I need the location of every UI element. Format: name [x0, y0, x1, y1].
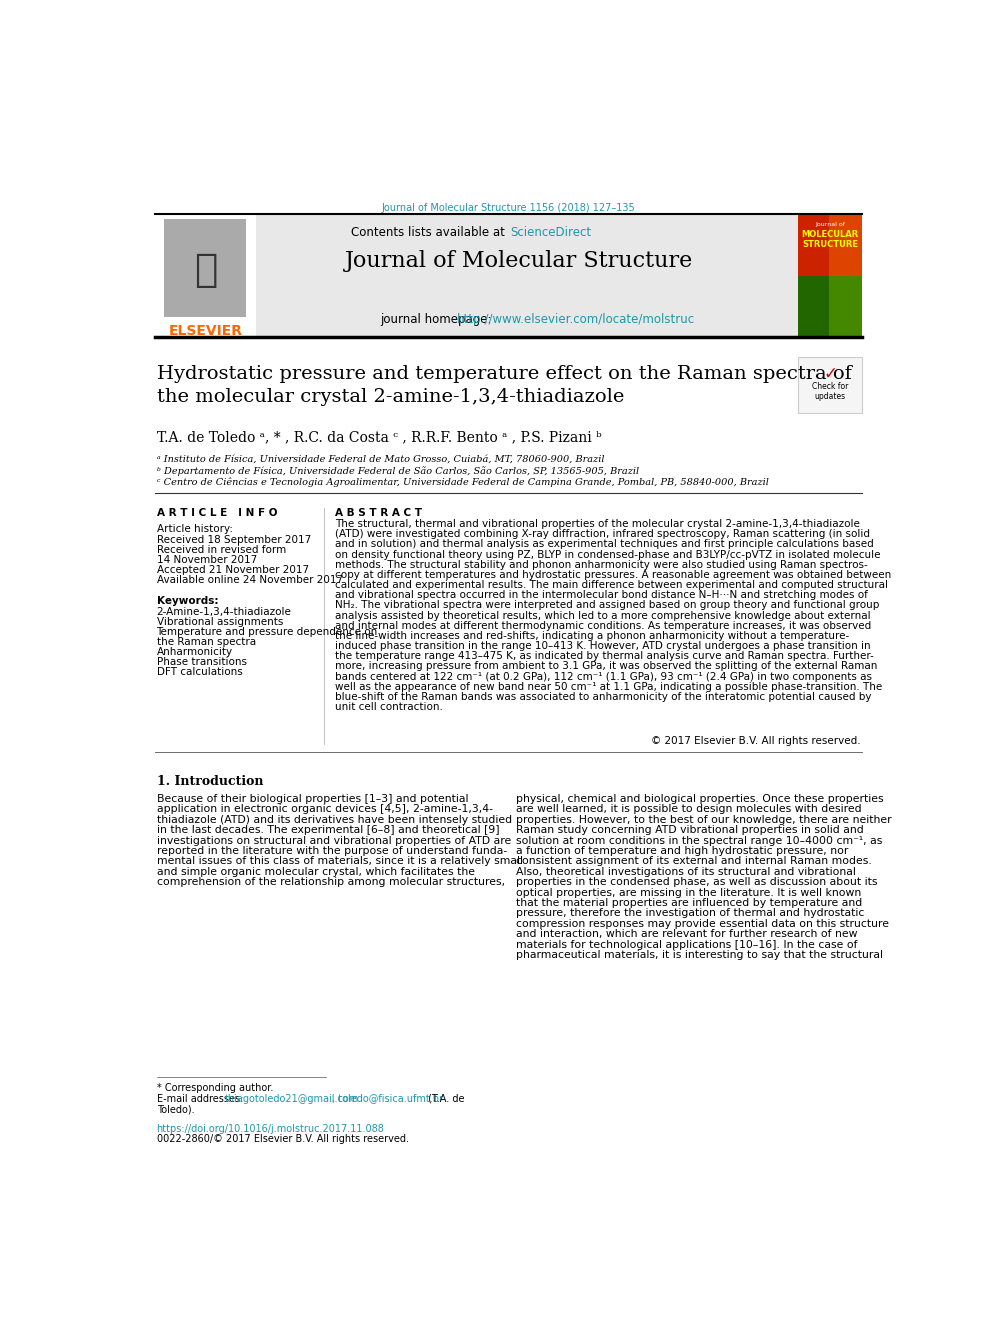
Text: the Raman spectra: the Raman spectra — [157, 636, 256, 647]
Text: MOLECULAR
STRUCTURE: MOLECULAR STRUCTURE — [802, 230, 859, 249]
Text: application in electronic organic devices [4,5], 2-amine-1,3,4-: application in electronic organic device… — [157, 804, 493, 815]
Text: induced phase transition in the range 10–413 K. However, ATD crystal undergoes a: induced phase transition in the range 10… — [335, 642, 870, 651]
Text: DFT calculations: DFT calculations — [157, 667, 242, 677]
Bar — [165, 218, 246, 316]
Text: Phase transitions: Phase transitions — [157, 658, 247, 667]
Text: Available online 24 November 2017: Available online 24 November 2017 — [157, 576, 342, 585]
Text: The structural, thermal and vibrational properties of the molecular crystal 2-am: The structural, thermal and vibrational … — [335, 519, 860, 529]
Text: Accepted 21 November 2017: Accepted 21 November 2017 — [157, 565, 309, 576]
Text: Received 18 September 2017: Received 18 September 2017 — [157, 534, 310, 545]
Bar — [799, 214, 862, 337]
Text: the temperature range 413–475 K, as indicated by thermal analysis curve and Rama: the temperature range 413–475 K, as indi… — [335, 651, 874, 662]
Text: pharmaceutical materials, it is interesting to say that the structural: pharmaceutical materials, it is interest… — [516, 950, 883, 960]
Text: Check for
updates: Check for updates — [811, 382, 848, 401]
Text: properties in the condensed phase, as well as discussion about its: properties in the condensed phase, as we… — [516, 877, 878, 888]
Text: 0022-2860/© 2017 Elsevier B.V. All rights reserved.: 0022-2860/© 2017 Elsevier B.V. All right… — [157, 1134, 409, 1144]
Text: (T.A. de: (T.A. de — [425, 1094, 464, 1103]
Text: Contents lists available at: Contents lists available at — [351, 226, 509, 238]
Text: and vibrational spectra occurred in the intermolecular bond distance N–H···N and: and vibrational spectra occurred in the … — [335, 590, 868, 601]
Text: ᵇ Departamento de Física, Universidade Federal de São Carlos, São Carlos, SP, 13: ᵇ Departamento de Física, Universidade F… — [157, 466, 639, 476]
Text: (ATD) were investigated combining X-ray diffraction, infrared spectroscopy, Rama: (ATD) were investigated combining X-ray … — [335, 529, 870, 540]
Text: © 2017 Elsevier B.V. All rights reserved.: © 2017 Elsevier B.V. All rights reserved… — [651, 737, 860, 746]
Text: physical, chemical and biological properties. Once these properties: physical, chemical and biological proper… — [516, 794, 884, 804]
Text: Anharmonicity: Anharmonicity — [157, 647, 233, 658]
Text: ᵃ Instituto de Física, Universidade Federal de Mato Grosso, Cuiabá, MT, 78060-90: ᵃ Instituto de Física, Universidade Fede… — [157, 454, 604, 463]
Bar — [256, 214, 799, 337]
Text: on density functional theory using PZ, BLYP in condensed-phase and B3LYP/cc-pVTZ: on density functional theory using PZ, B… — [335, 549, 880, 560]
Text: solution at room conditions in the spectral range 10–4000 cm⁻¹, as: solution at room conditions in the spect… — [516, 836, 883, 845]
Text: T.A. de Toledo ᵃ, * , R.C. da Costa ᶜ , R.R.F. Bento ᵃ , P.S. Pizani ᵇ: T.A. de Toledo ᵃ, * , R.C. da Costa ᶜ , … — [157, 430, 601, 443]
Text: bands centered at 122 cm⁻¹ (at 0.2 GPa), 112 cm⁻¹ (1.1 GPa), 93 cm⁻¹ (2.4 GPa) i: bands centered at 122 cm⁻¹ (at 0.2 GPa),… — [335, 672, 872, 681]
Text: analysis assisted by theoretical results, which led to a more comprehensive know: analysis assisted by theoretical results… — [335, 611, 870, 620]
Text: A R T I C L E   I N F O: A R T I C L E I N F O — [157, 508, 277, 519]
Text: calculated and experimental results. The main difference between experimental an: calculated and experimental results. The… — [335, 579, 888, 590]
Bar — [799, 357, 862, 413]
Text: well as the appearance of new band near 50 cm⁻¹ at 1.1 GPa, indicating a possibl: well as the appearance of new band near … — [335, 681, 882, 692]
Text: E-mail addresses:: E-mail addresses: — [157, 1094, 246, 1103]
Text: materials for technological applications [10–16]. In the case of: materials for technological applications… — [516, 939, 858, 950]
Text: 14 November 2017: 14 November 2017 — [157, 556, 257, 565]
Text: comprehension of the relationship among molecular structures,: comprehension of the relationship among … — [157, 877, 505, 888]
Text: 2-Amine-1,3,4-thiadiazole: 2-Amine-1,3,4-thiadiazole — [157, 607, 292, 617]
Text: Received in revised form: Received in revised form — [157, 545, 286, 556]
Text: are well learned, it is possible to design molecules with desired: are well learned, it is possible to desi… — [516, 804, 862, 815]
Text: the line-width increases and red-shifts, indicating a phonon anharmonicity witho: the line-width increases and red-shifts,… — [335, 631, 849, 640]
Text: thiagotoledo21@gmail.com: thiagotoledo21@gmail.com — [225, 1094, 359, 1103]
Text: NH₂. The vibrational spectra were interpreted and assigned based on group theory: NH₂. The vibrational spectra were interp… — [335, 601, 879, 610]
Text: ✓: ✓ — [823, 365, 837, 384]
Text: more, increasing pressure from ambient to 3.1 GPa, it was observed the splitting: more, increasing pressure from ambient t… — [335, 662, 877, 671]
Text: ᶜ Centro de Ciências e Tecnologia Agroalimentar, Universidade Federal de Campina: ᶜ Centro de Ciências e Tecnologia Agroal… — [157, 478, 769, 487]
Text: Hydrostatic pressure and temperature effect on the Raman spectra of: Hydrostatic pressure and temperature eff… — [157, 365, 851, 384]
Text: thiadiazole (ATD) and its derivatives have been intensely studied: thiadiazole (ATD) and its derivatives ha… — [157, 815, 512, 824]
Bar — [829, 214, 862, 275]
Text: a function of temperature and high hydrostatic pressure, nor: a function of temperature and high hydro… — [516, 845, 848, 856]
Bar — [799, 214, 829, 275]
Bar — [799, 275, 829, 337]
Text: properties. However, to the best of our knowledge, there are neither: properties. However, to the best of our … — [516, 815, 892, 824]
Text: Keywords:: Keywords: — [157, 597, 218, 606]
Text: Because of their biological properties [1–3] and potential: Because of their biological properties [… — [157, 794, 468, 804]
Text: compression responses may provide essential data on this structure: compression responses may provide essent… — [516, 918, 889, 929]
Text: http://www.elsevier.com/locate/molstruc: http://www.elsevier.com/locate/molstruc — [457, 312, 695, 325]
Text: Temperature and pressure dependence on: Temperature and pressure dependence on — [157, 627, 378, 636]
Text: , toledo@fisica.ufmt.br: , toledo@fisica.ufmt.br — [331, 1094, 442, 1103]
Text: that the material properties are influenced by temperature and: that the material properties are influen… — [516, 898, 862, 908]
Text: unit cell contraction.: unit cell contraction. — [335, 703, 442, 712]
Text: pressure, therefore the investigation of thermal and hydrostatic: pressure, therefore the investigation of… — [516, 909, 864, 918]
Text: ELSEVIER: ELSEVIER — [169, 324, 242, 339]
Text: Journal of Molecular Structure 1156 (2018) 127–135: Journal of Molecular Structure 1156 (201… — [382, 204, 635, 213]
Text: A B S T R A C T: A B S T R A C T — [335, 508, 422, 519]
Bar — [155, 214, 256, 337]
Text: journal homepage:: journal homepage: — [380, 312, 495, 325]
Text: Also, theoretical investigations of its structural and vibrational: Also, theoretical investigations of its … — [516, 867, 856, 877]
Text: the molecular crystal 2-amine-1,3,4-thiadiazole: the molecular crystal 2-amine-1,3,4-thia… — [157, 388, 624, 406]
Text: copy at different temperatures and hydrostatic pressures. A reasonable agreement: copy at different temperatures and hydro… — [335, 570, 891, 579]
Text: Raman study concerning ATD vibrational properties in solid and: Raman study concerning ATD vibrational p… — [516, 826, 864, 835]
Text: and simple organic molecular crystal, which facilitates the: and simple organic molecular crystal, wh… — [157, 867, 474, 877]
Text: Vibrational assignments: Vibrational assignments — [157, 617, 283, 627]
Text: 1. Introduction: 1. Introduction — [157, 775, 263, 787]
Text: mental issues of this class of materials, since it is a relatively small: mental issues of this class of materials… — [157, 856, 523, 867]
Text: and internal modes at different thermodynamic conditions. As temperature increas: and internal modes at different thermody… — [335, 620, 871, 631]
Text: Toledo).: Toledo). — [157, 1105, 194, 1114]
Text: and interaction, which are relevant for further research of new: and interaction, which are relevant for … — [516, 929, 858, 939]
Text: consistent assignment of its external and internal Raman modes.: consistent assignment of its external an… — [516, 856, 872, 867]
Text: in the last decades. The experimental [6–8] and theoretical [9]: in the last decades. The experimental [6… — [157, 826, 499, 835]
Text: Article history:: Article history: — [157, 524, 232, 533]
Text: Journal of Molecular Structure: Journal of Molecular Structure — [345, 250, 693, 271]
Text: reported in the literature with the purpose of understand funda-: reported in the literature with the purp… — [157, 845, 507, 856]
Text: blue-shift of the Raman bands was associated to anharmonicity of the interatomic: blue-shift of the Raman bands was associ… — [335, 692, 871, 703]
Text: 🌳: 🌳 — [193, 251, 217, 290]
Text: ScienceDirect: ScienceDirect — [510, 226, 591, 238]
Text: investigations on structural and vibrational properties of ATD are: investigations on structural and vibrati… — [157, 836, 511, 845]
Text: optical properties, are missing in the literature. It is well known: optical properties, are missing in the l… — [516, 888, 861, 897]
Text: methods. The structural stability and phonon anharmonicity were also studied usi: methods. The structural stability and ph… — [335, 560, 868, 570]
Text: and in solution) and thermal analysis as experimental techniques and first princ: and in solution) and thermal analysis as… — [335, 540, 874, 549]
Text: Journal of: Journal of — [815, 222, 845, 228]
Text: https://doi.org/10.1016/j.molstruc.2017.11.088: https://doi.org/10.1016/j.molstruc.2017.… — [157, 1123, 385, 1134]
Bar — [829, 275, 862, 337]
Text: * Corresponding author.: * Corresponding author. — [157, 1082, 273, 1093]
